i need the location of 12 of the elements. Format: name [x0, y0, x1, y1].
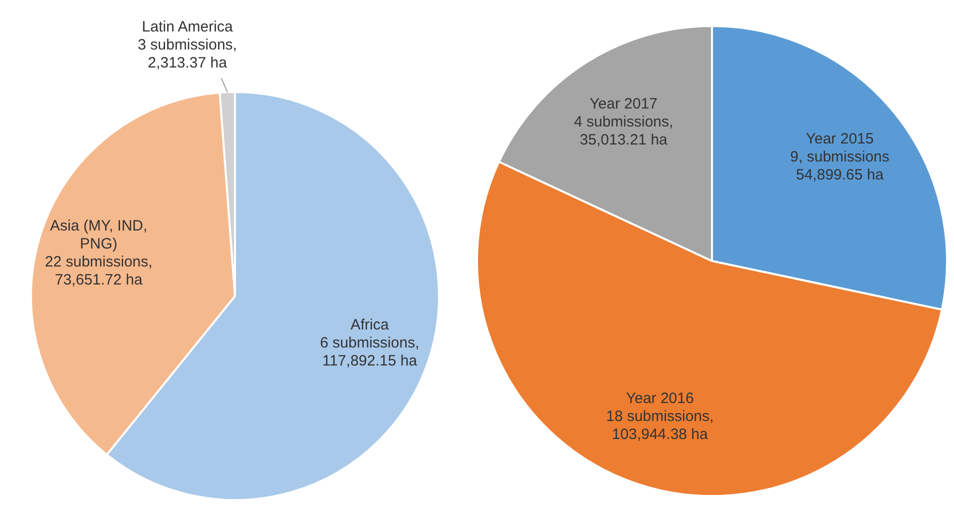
- data-label: 4 submissions, 35,013.21 ha: [574, 113, 674, 148]
- slice-label: Asia (MY, IND, PNG): [50, 218, 148, 253]
- data-label: 3 submissions, 2,313.37 ha: [138, 36, 237, 72]
- data-label: 6 submissions, 117,892.15 ha: [320, 334, 420, 370]
- slice-label: Year 2015: [806, 130, 874, 148]
- slice-label: Year 2017: [590, 95, 658, 112]
- slice-label: Year 2016: [626, 390, 694, 408]
- data-label: 9, submissions 54,899.65 ha: [790, 148, 890, 184]
- slice-label: Latin America: [142, 18, 234, 36]
- data-label: 18 submissions, 103,944.38 ha: [606, 408, 714, 444]
- slice-label: Africa: [350, 316, 390, 334]
- data-label: 22 submissions, 73,651.72 ha: [44, 254, 152, 289]
